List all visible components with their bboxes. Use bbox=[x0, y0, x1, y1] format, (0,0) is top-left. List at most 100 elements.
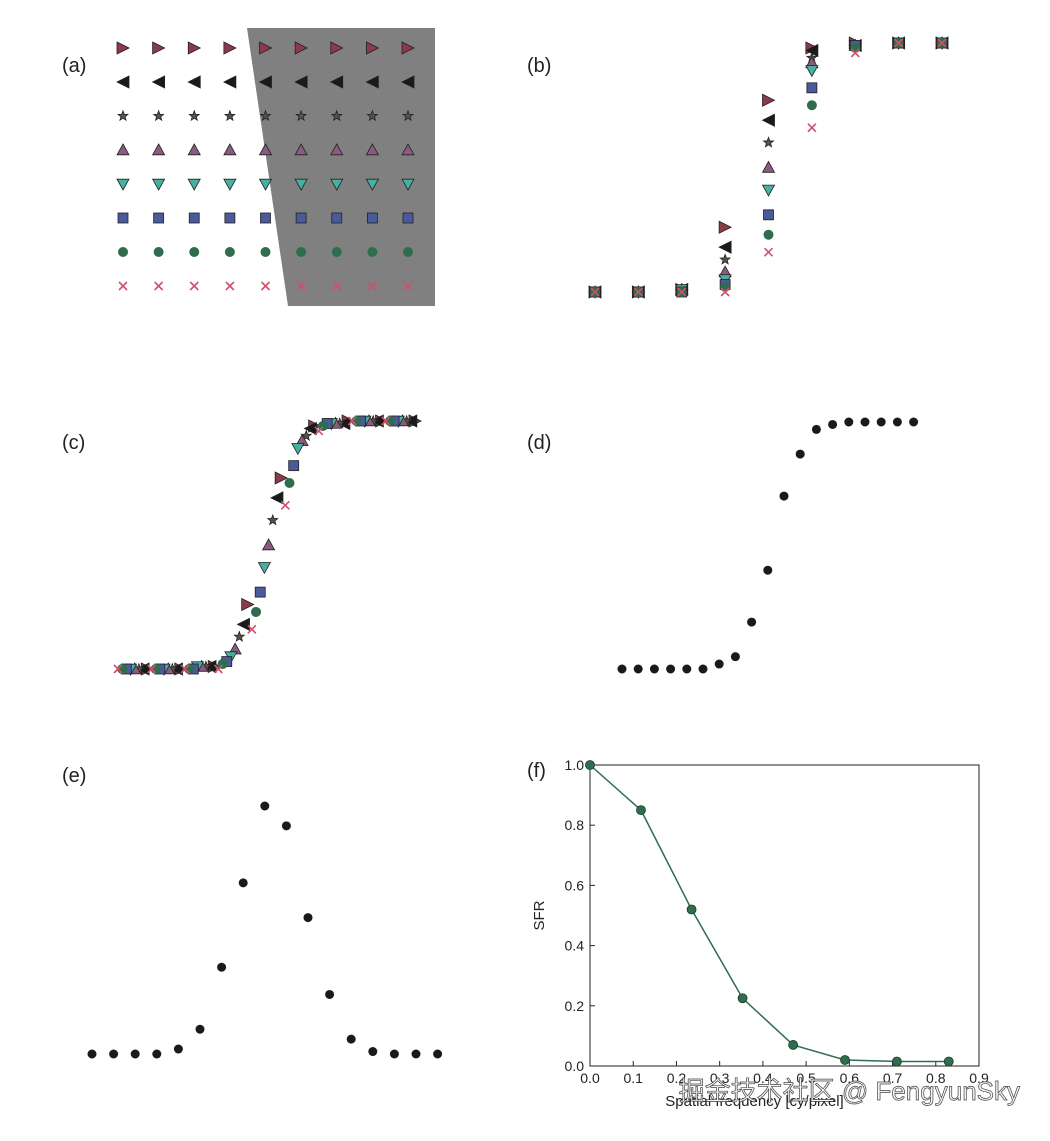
y-tick-label: 0.8 bbox=[565, 817, 585, 833]
marker bbox=[330, 143, 344, 156]
marker bbox=[763, 209, 774, 221]
plot-frame bbox=[589, 764, 980, 1067]
marker bbox=[719, 253, 732, 265]
marker bbox=[401, 143, 415, 156]
sfr-point bbox=[943, 1056, 954, 1067]
marker bbox=[403, 281, 413, 291]
marker bbox=[590, 287, 600, 297]
marker bbox=[850, 42, 861, 53]
sfr-point bbox=[686, 904, 697, 915]
panel-label: (b) bbox=[527, 55, 551, 77]
marker bbox=[291, 443, 305, 456]
y-tick-label: 0.4 bbox=[565, 938, 585, 954]
x-tick-label: 0.0 bbox=[580, 1070, 600, 1086]
point bbox=[217, 962, 227, 972]
y-tick-label: 0.6 bbox=[565, 877, 585, 893]
marker bbox=[295, 109, 308, 122]
marker bbox=[274, 471, 289, 485]
marker bbox=[894, 38, 904, 48]
marker bbox=[233, 630, 246, 642]
marker bbox=[260, 247, 271, 257]
point bbox=[666, 664, 676, 674]
marker bbox=[850, 48, 860, 58]
point bbox=[346, 1034, 356, 1044]
marker bbox=[241, 597, 255, 612]
marker bbox=[401, 178, 415, 191]
marker bbox=[365, 143, 380, 156]
marker bbox=[251, 606, 262, 617]
marker bbox=[332, 281, 342, 291]
point bbox=[795, 449, 805, 459]
sfr-point bbox=[585, 760, 595, 770]
point bbox=[617, 664, 627, 674]
point bbox=[828, 419, 838, 429]
x-tick-label: 0.2 bbox=[667, 1070, 687, 1086]
point bbox=[730, 652, 740, 662]
x-tick-label: 0.1 bbox=[623, 1070, 643, 1086]
marker bbox=[330, 178, 344, 191]
point bbox=[411, 1049, 421, 1059]
marker bbox=[347, 416, 357, 426]
marker bbox=[152, 41, 166, 55]
marker bbox=[187, 75, 201, 89]
x-tick-label: 0.3 bbox=[710, 1070, 730, 1086]
marker bbox=[116, 109, 130, 122]
point bbox=[325, 989, 335, 999]
point bbox=[698, 664, 708, 674]
sfr-line bbox=[589, 764, 949, 1063]
point bbox=[152, 1049, 162, 1059]
point bbox=[763, 565, 773, 575]
sfr-point bbox=[840, 1055, 850, 1065]
y-tick-label: 1.0 bbox=[565, 757, 585, 773]
marker bbox=[763, 247, 774, 257]
panel-label: (e) bbox=[62, 765, 86, 787]
point bbox=[909, 417, 919, 427]
marker bbox=[188, 212, 200, 224]
sfr-point bbox=[891, 1056, 902, 1067]
marker bbox=[254, 586, 266, 598]
marker bbox=[366, 109, 379, 122]
marker bbox=[136, 662, 150, 676]
marker bbox=[257, 562, 272, 575]
marker bbox=[288, 460, 300, 472]
y-axis-label: SFR bbox=[531, 900, 548, 930]
marker bbox=[331, 247, 342, 257]
marker bbox=[223, 41, 237, 55]
point bbox=[876, 417, 886, 427]
panel-label: (d) bbox=[527, 432, 551, 454]
marker bbox=[169, 662, 183, 676]
point bbox=[87, 1049, 97, 1059]
marker bbox=[300, 429, 313, 442]
marker bbox=[187, 178, 201, 191]
marker bbox=[258, 75, 272, 89]
marker bbox=[370, 414, 384, 428]
x-tick-label: 0.7 bbox=[883, 1070, 903, 1086]
marker bbox=[258, 178, 273, 191]
point bbox=[389, 1049, 399, 1059]
marker bbox=[807, 123, 817, 133]
x-tick-label: 0.9 bbox=[969, 1070, 989, 1086]
marker bbox=[761, 160, 776, 173]
marker bbox=[718, 240, 732, 254]
marker bbox=[720, 282, 731, 293]
panel-label: (f) bbox=[527, 760, 546, 782]
marker bbox=[222, 75, 237, 89]
marker bbox=[270, 491, 284, 505]
marker bbox=[189, 247, 200, 257]
panel-label: (c) bbox=[62, 432, 85, 454]
marker bbox=[280, 500, 290, 510]
marker bbox=[187, 41, 202, 55]
point bbox=[747, 617, 757, 627]
marker bbox=[365, 41, 380, 55]
marker bbox=[224, 212, 236, 224]
marker bbox=[314, 426, 324, 436]
marker bbox=[225, 281, 235, 291]
marker bbox=[365, 178, 380, 191]
point bbox=[238, 878, 248, 888]
marker bbox=[118, 281, 128, 291]
marker bbox=[762, 136, 775, 148]
marker bbox=[154, 281, 164, 291]
point bbox=[844, 417, 854, 427]
point bbox=[433, 1049, 443, 1059]
